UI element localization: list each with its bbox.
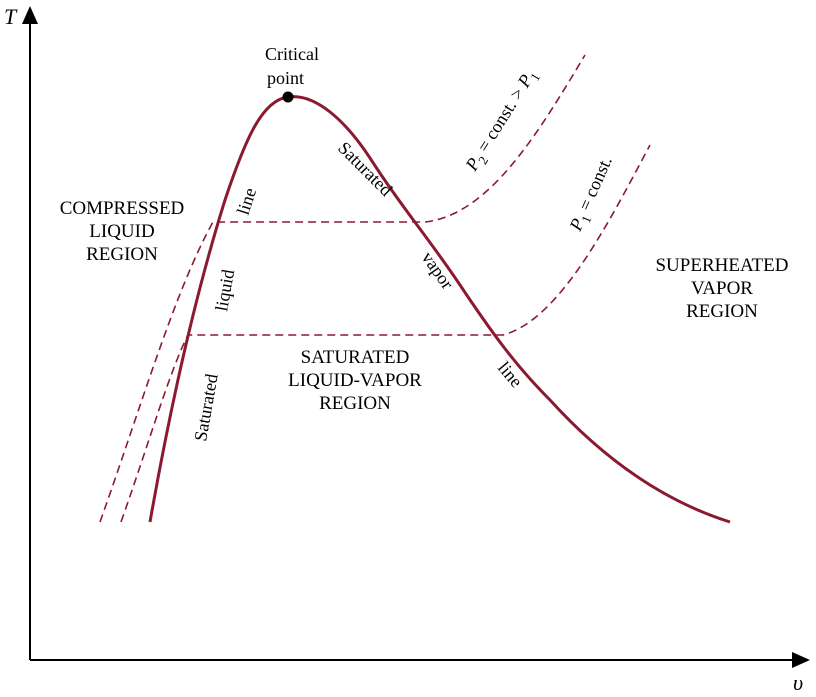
critical-point-marker [282,91,294,103]
svg-text:REGION: REGION [686,301,758,322]
isobar-p2 [99,54,586,523]
svg-text:COMPRESSED: COMPRESSED [60,198,185,219]
sat-liquid-label-saturated: Saturated [190,372,222,442]
svg-text:SUPERHEATED: SUPERHEATED [655,255,788,276]
superheated-vapor-region-label: SUPERHEATED VAPOR REGION [655,255,788,322]
svg-text:LIQUID: LIQUID [89,221,154,242]
isobar-p1-label: P1 = const. [565,153,620,236]
critical-point-label-line1: Critical [265,44,319,64]
svg-text:REGION: REGION [86,244,158,265]
saturated-mixture-region-label: SATURATED LIQUID-VAPOR REGION [288,347,422,414]
svg-text:LIQUID-VAPOR: LIQUID-VAPOR [288,370,422,391]
svg-text:VAPOR: VAPOR [691,278,753,299]
compressed-liquid-region-label: COMPRESSED LIQUID REGION [60,198,185,265]
sat-vapor-label-saturated: Saturated [334,138,396,200]
sat-vapor-label-line: line [494,358,527,392]
critical-point-label-line2: point [267,68,304,88]
y-axis-label: T [4,4,18,29]
sat-liquid-label-liquid: liquid [211,268,238,313]
x-axis-label: υ [793,670,803,695]
isobar-p1 [120,144,651,523]
svg-text:SATURATED: SATURATED [301,347,410,368]
saturation-dome [148,95,731,524]
svg-text:REGION: REGION [319,393,391,414]
sat-liquid-label-line: line [233,185,260,217]
isobar-p2-label: P2 = const. > P1 [461,65,543,177]
